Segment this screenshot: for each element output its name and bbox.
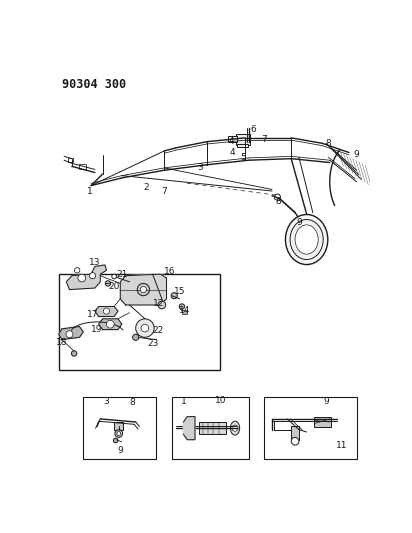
Bar bbox=[80, 164, 86, 168]
Polygon shape bbox=[59, 327, 83, 340]
Circle shape bbox=[140, 287, 147, 293]
Circle shape bbox=[113, 438, 118, 443]
Bar bbox=[68, 158, 73, 161]
Circle shape bbox=[117, 432, 121, 435]
Circle shape bbox=[179, 304, 185, 309]
Circle shape bbox=[112, 274, 117, 279]
Text: 22: 22 bbox=[152, 326, 164, 335]
Bar bbox=[264, 398, 357, 459]
Text: 23: 23 bbox=[147, 339, 158, 348]
Circle shape bbox=[106, 320, 114, 328]
Circle shape bbox=[137, 284, 150, 296]
Polygon shape bbox=[99, 319, 122, 329]
Circle shape bbox=[158, 301, 166, 309]
Text: 1: 1 bbox=[87, 187, 92, 196]
Bar bbox=[199, 422, 226, 434]
Circle shape bbox=[78, 274, 86, 282]
Bar bbox=[228, 135, 237, 142]
Bar bbox=[59, 274, 220, 370]
Text: 3: 3 bbox=[103, 398, 109, 407]
Bar bbox=[83, 398, 157, 459]
Circle shape bbox=[71, 351, 77, 356]
Circle shape bbox=[171, 293, 177, 299]
Polygon shape bbox=[120, 274, 166, 305]
Text: 8: 8 bbox=[129, 398, 135, 407]
Text: 14: 14 bbox=[179, 306, 191, 315]
Text: 8: 8 bbox=[275, 197, 281, 206]
Bar bbox=[314, 417, 331, 426]
Text: 8: 8 bbox=[325, 139, 331, 148]
Bar bbox=[182, 310, 187, 314]
Circle shape bbox=[66, 331, 73, 338]
Text: 9: 9 bbox=[323, 398, 329, 407]
Polygon shape bbox=[66, 265, 106, 289]
Text: 21: 21 bbox=[116, 270, 128, 279]
Text: 7: 7 bbox=[261, 135, 267, 144]
Bar bbox=[237, 144, 248, 147]
Text: 5: 5 bbox=[241, 152, 246, 161]
Circle shape bbox=[133, 334, 139, 341]
Text: 9: 9 bbox=[296, 218, 302, 227]
Text: 2: 2 bbox=[144, 183, 149, 192]
Text: 90304 300: 90304 300 bbox=[62, 78, 126, 91]
Bar bbox=[291, 426, 299, 440]
Bar bbox=[172, 398, 249, 459]
Circle shape bbox=[89, 273, 96, 279]
Ellipse shape bbox=[290, 220, 323, 260]
Polygon shape bbox=[183, 417, 195, 440]
Text: 9: 9 bbox=[354, 150, 360, 159]
Text: 9: 9 bbox=[117, 446, 123, 455]
Circle shape bbox=[103, 308, 110, 314]
Text: 12: 12 bbox=[153, 299, 164, 308]
Text: 19: 19 bbox=[91, 325, 102, 334]
Text: 15: 15 bbox=[174, 287, 185, 296]
Bar bbox=[114, 422, 123, 430]
Ellipse shape bbox=[286, 214, 328, 264]
Text: 10: 10 bbox=[215, 396, 226, 405]
Text: 20: 20 bbox=[108, 282, 120, 291]
Text: 4: 4 bbox=[228, 137, 234, 146]
Text: 1: 1 bbox=[180, 398, 186, 407]
Circle shape bbox=[105, 281, 111, 286]
Polygon shape bbox=[95, 306, 118, 317]
Text: 7: 7 bbox=[162, 187, 167, 196]
Text: 6: 6 bbox=[250, 125, 256, 134]
Circle shape bbox=[75, 268, 80, 273]
Text: 18: 18 bbox=[56, 338, 68, 347]
Circle shape bbox=[274, 194, 281, 200]
Circle shape bbox=[136, 319, 154, 337]
Text: 13: 13 bbox=[89, 258, 101, 267]
Text: 17: 17 bbox=[87, 310, 98, 319]
Ellipse shape bbox=[295, 225, 318, 254]
Bar bbox=[236, 134, 250, 145]
Text: 4: 4 bbox=[229, 148, 235, 157]
Circle shape bbox=[291, 438, 299, 445]
Text: 16: 16 bbox=[164, 268, 176, 276]
Circle shape bbox=[115, 430, 123, 438]
Text: 11: 11 bbox=[335, 441, 347, 450]
Ellipse shape bbox=[230, 421, 240, 435]
Circle shape bbox=[232, 425, 238, 431]
Circle shape bbox=[141, 324, 149, 332]
Text: 3: 3 bbox=[197, 164, 203, 172]
